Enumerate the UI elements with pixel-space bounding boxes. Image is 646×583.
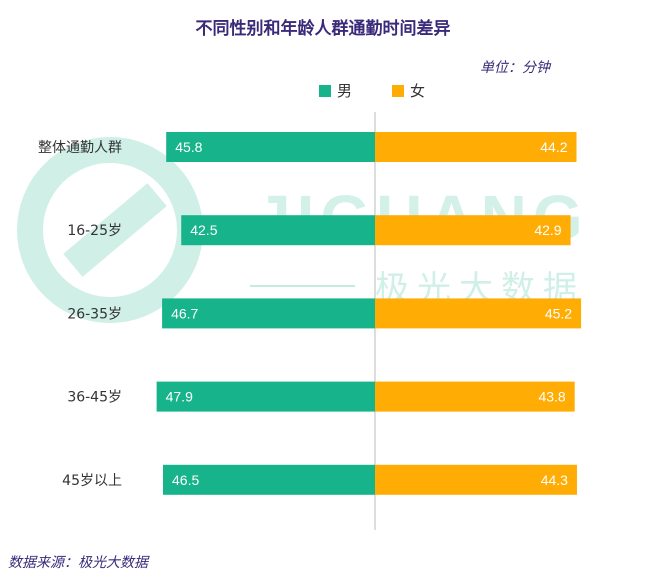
- bar-male-2: [162, 298, 375, 329]
- bar-female-1: [375, 215, 571, 246]
- category-label-2: 26-35岁: [67, 306, 122, 322]
- data-label-female-3: 43.8: [538, 389, 565, 405]
- data-label-male-0: 45.8: [175, 139, 202, 155]
- legend-item-female: 女: [392, 80, 425, 101]
- bar-female-3: [375, 381, 575, 412]
- bar-female-2: [375, 298, 582, 329]
- bar-male-0: [166, 132, 375, 162]
- unit-label: 单位：分钟: [480, 60, 550, 76]
- data-label-male-3: 47.9: [166, 389, 193, 405]
- legend-label-male: 男: [337, 82, 353, 100]
- category-label-4: 45岁以上: [62, 473, 122, 489]
- source-label: 数据来源：极光大数据: [8, 555, 148, 571]
- legend-label-female: 女: [410, 82, 426, 100]
- legend: 男 女: [0, 80, 646, 100]
- data-label-male-1: 42.5: [190, 222, 217, 238]
- legend-item-male: 男: [319, 80, 352, 101]
- data-label-female-4: 44.3: [541, 472, 568, 488]
- data-label-female-1: 42.9: [534, 222, 561, 238]
- bar-female-4: [375, 464, 577, 495]
- chart-title: 不同性别和年龄人群通勤时间差异: [195, 19, 451, 39]
- bar-male-1: [181, 215, 375, 246]
- bar-male-3: [156, 381, 375, 412]
- legend-swatch-male: [319, 84, 331, 97]
- category-label-0: 整体通勤人群: [38, 140, 122, 156]
- category-label-1: 16-25岁: [67, 223, 122, 239]
- data-label-female-0: 44.2: [540, 139, 567, 155]
- data-label-female-2: 45.2: [545, 305, 572, 321]
- bar-female-0: [375, 132, 577, 162]
- data-label-male-4: 46.5: [172, 472, 199, 488]
- legend-swatch-female: [392, 84, 404, 97]
- data-label-male-2: 46.7: [171, 305, 198, 321]
- bar-male-4: [163, 464, 375, 495]
- category-label-3: 36-45岁: [67, 390, 122, 406]
